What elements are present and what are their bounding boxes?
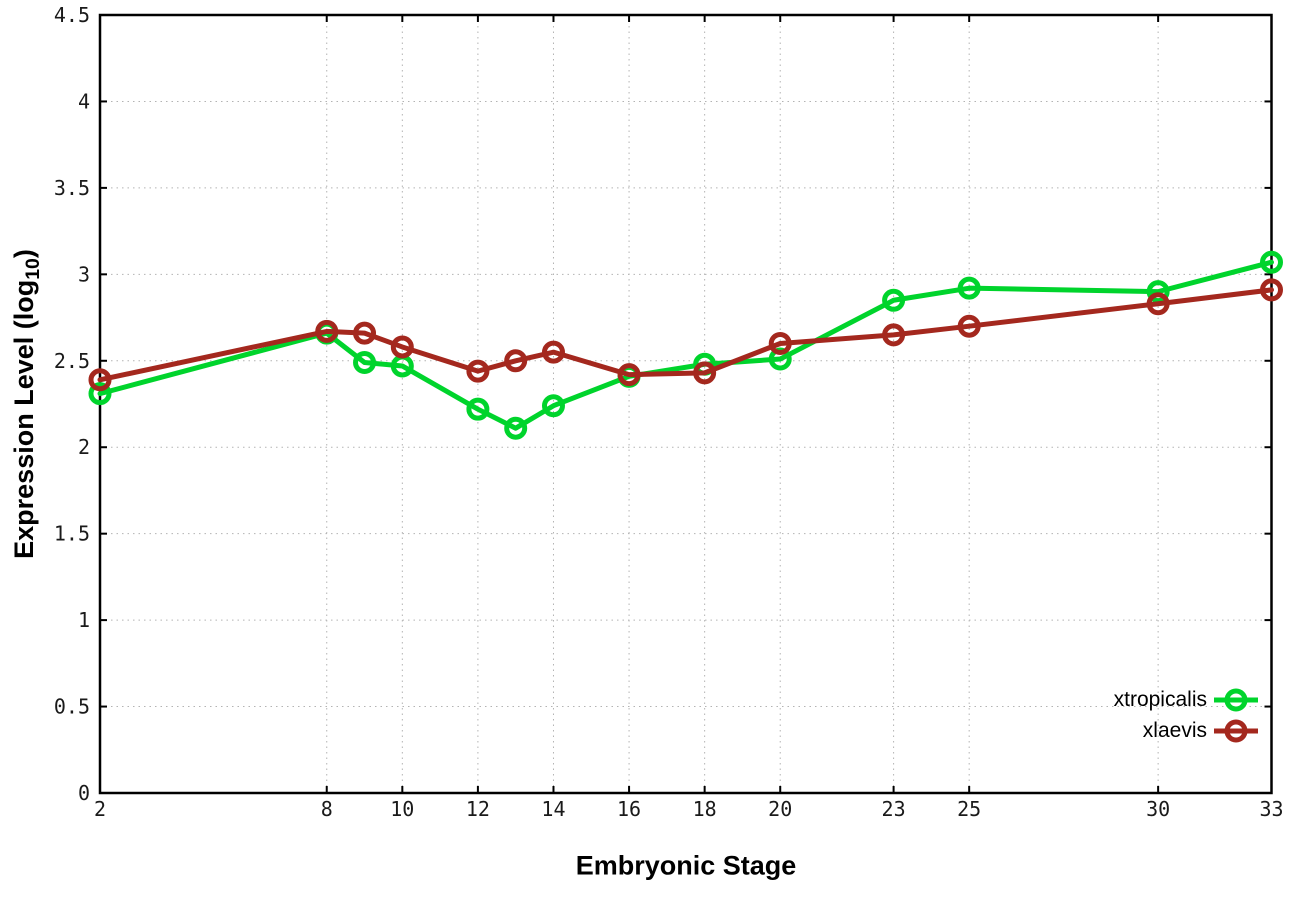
x-tick-label: 14: [541, 797, 565, 821]
data-point-xtropicalis-stage-14: [541, 394, 565, 418]
y-tick-label: 1.5: [54, 522, 90, 546]
x-tick-label: 16: [617, 797, 641, 821]
x-tick-label: 2: [94, 797, 106, 821]
plot-border: [98, 13, 1273, 795]
y-tick-label: 4.5: [54, 3, 90, 27]
legend-circle-icon: [1224, 688, 1248, 711]
y-tick-label: 2: [78, 435, 90, 459]
legend-marker-xlaevis: [1214, 719, 1258, 742]
y-axis-title-close: ): [8, 249, 39, 259]
legend-label-xtropicalis: xtropicalis: [1113, 688, 1207, 711]
data-point-xlaevis-stage-14: [541, 340, 565, 364]
x-tick-label: 12: [466, 797, 490, 821]
y-tick-label: 2.5: [54, 349, 90, 373]
y-tick-label: 4: [78, 89, 90, 113]
data-point-xlaevis-stage-23: [882, 323, 906, 347]
y-axis-title-text: Expression Level (log: [8, 279, 39, 559]
data-point-xlaevis-stage-25: [957, 314, 981, 338]
x-axis-title: Embryonic Stage: [575, 850, 797, 881]
y-tick-label: 3: [78, 262, 90, 286]
data-point-xtropicalis-stage-30: [1146, 280, 1170, 304]
legend-circle-icon: [1224, 719, 1248, 742]
data-point-xlaevis-stage-8: [315, 319, 339, 343]
data-point-xlaevis-stage-10: [390, 335, 414, 359]
y-axis-title-subscript: 10: [22, 258, 45, 280]
data-point-xtropicalis-stage-9: [353, 351, 377, 375]
y-axis-title: Expression Level (log10): [9, 249, 45, 559]
data-point-xtropicalis-stage-25: [957, 276, 981, 300]
data-point-xlaevis-stage-30: [1146, 292, 1170, 316]
x-tick-label: 23: [882, 797, 906, 821]
legend: xtropicalis xlaevis: [1114, 684, 1258, 746]
data-point-xlaevis-stage-18: [693, 361, 717, 385]
legend-marker-xtropicalis: [1214, 688, 1258, 711]
x-tick-label: 8: [321, 797, 333, 821]
data-point-xtropicalis-stage-2: [88, 382, 112, 406]
data-point-xlaevis-stage-16: [617, 363, 641, 387]
x-tick-label: 20: [768, 797, 792, 821]
data-point-xlaevis-stage-12: [466, 359, 490, 383]
data-point-xtropicalis-stage-33: [1260, 250, 1283, 274]
legend-row-xlaevis: xlaevis: [1143, 715, 1258, 746]
y-tick-label: 0.5: [54, 695, 90, 719]
data-point-xtropicalis-stage-13: [504, 416, 528, 440]
data-point-xtropicalis-stage-12: [466, 397, 490, 421]
y-tick-label: 0: [78, 781, 90, 805]
legend-row-xtropicalis: xtropicalis: [1114, 684, 1258, 715]
data-point-xlaevis-stage-13: [504, 349, 528, 373]
x-tick-label: 30: [1146, 797, 1170, 821]
y-tick-label: 1: [78, 608, 90, 632]
data-point-xlaevis-stage-9: [353, 321, 377, 345]
data-point-xlaevis-stage-2: [88, 368, 112, 392]
data-point-xlaevis-stage-20: [768, 331, 792, 355]
x-tick-label: 25: [957, 797, 981, 821]
data-point-xlaevis-stage-33: [1260, 278, 1283, 302]
data-point-xtropicalis-stage-23: [882, 288, 906, 312]
legend-label-xlaevis: xlaevis: [1142, 719, 1207, 742]
y-tick-label: 3.5: [54, 176, 90, 200]
x-tick-label: 10: [390, 797, 414, 821]
x-tick-label: 18: [693, 797, 717, 821]
x-tick-label: 33: [1259, 797, 1283, 821]
series-line-xtropicalis: [97, 259, 1274, 431]
